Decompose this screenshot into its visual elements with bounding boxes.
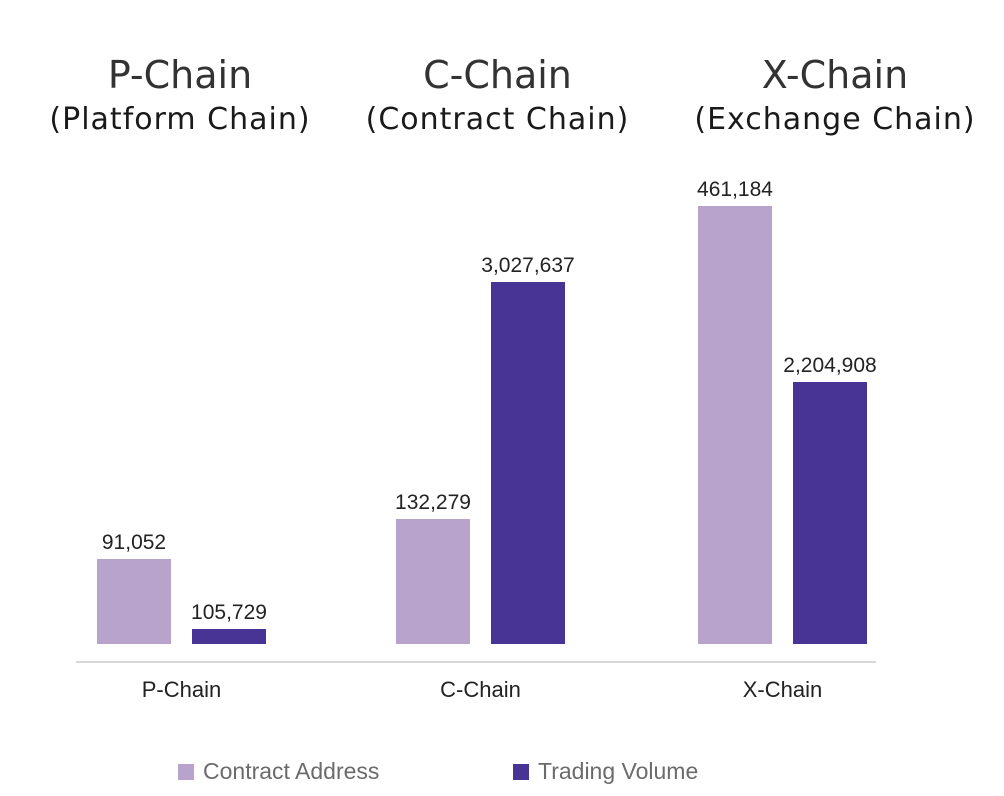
header-subtitle-x-chain: (Exchange Chain) — [694, 102, 976, 137]
header-title-c-chain: C-Chain — [423, 53, 572, 97]
data-label-x-chain-trading-volume: 2,204,908 — [783, 354, 876, 377]
legend-label-contract-address: Contract Address — [203, 758, 380, 784]
legend-swatch-contract-address — [178, 763, 194, 780]
header-c-chain: C-Chain (Contract Chain) — [355, 50, 640, 140]
legend-swatch-trading-volume — [513, 763, 529, 780]
x-tick-label-p-chain: P-Chain — [142, 677, 221, 702]
data-label-c-chain-trading-volume: 3,027,637 — [481, 254, 574, 277]
header-x-chain: X-Chain (Exchange Chain) — [690, 50, 980, 140]
x-tick-label-c-chain: C-Chain — [440, 677, 521, 702]
bar-x-chain-trading-volume — [793, 382, 867, 644]
data-label-c-chain-contract-address: 132,279 — [395, 491, 471, 514]
header-title-x-chain: X-Chain — [761, 53, 909, 97]
header-subtitle-c-chain: (Contract Chain) — [365, 102, 630, 137]
header-p-chain: P-Chain (Platform Chain) — [40, 50, 320, 140]
bar-c-chain-contract-address — [396, 519, 470, 644]
bar-p-chain-contract-address — [97, 559, 171, 644]
legend: Contract Address Trading Volume — [0, 758, 1004, 794]
legend-item-trading-volume: Trading Volume — [513, 758, 698, 785]
bar-c-chain-trading-volume — [491, 282, 565, 644]
header-title-p-chain: P-Chain — [107, 53, 253, 97]
data-label-p-chain-trading-volume: 105,729 — [191, 601, 267, 624]
header-subtitle-p-chain: (Platform Chain) — [49, 102, 311, 137]
bar-x-chain-contract-address — [698, 206, 772, 644]
data-label-p-chain-contract-address: 91,052 — [102, 531, 166, 554]
x-tick-label-x-chain: X-Chain — [743, 677, 822, 702]
bar-p-chain-trading-volume — [192, 629, 266, 644]
data-label-x-chain-contract-address: 461,184 — [697, 178, 773, 201]
legend-label-trading-volume: Trading Volume — [538, 758, 699, 784]
legend-item-contract-address: Contract Address — [178, 758, 379, 785]
